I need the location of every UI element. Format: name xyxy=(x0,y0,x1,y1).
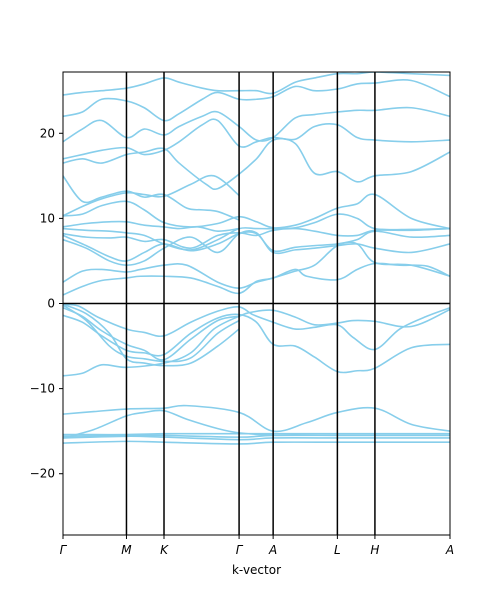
band-line-16 xyxy=(63,230,450,262)
y-tick-label: −10 xyxy=(30,382,55,396)
y-tick-label: 0 xyxy=(47,297,55,311)
x-tick-label: A xyxy=(268,543,277,557)
x-tick-label: Γ xyxy=(60,543,68,557)
band-line-1 xyxy=(63,440,450,445)
band-line-2 xyxy=(63,435,450,441)
band-line-3 xyxy=(63,434,450,438)
band-line-18 xyxy=(63,213,450,251)
band-line-12 xyxy=(63,303,240,367)
band-line-23 xyxy=(63,137,450,191)
band-line-27 xyxy=(63,72,450,96)
band-line-25 xyxy=(63,106,450,143)
band-line-14 xyxy=(63,241,450,289)
band-line-22 xyxy=(63,174,240,217)
y-tick-label: 20 xyxy=(40,126,55,140)
band-line-19 xyxy=(63,193,450,230)
y-axis-ticks: −20 −10 0 10 20 xyxy=(30,126,63,481)
band-line-17 xyxy=(63,227,450,249)
y-tick-label: −20 xyxy=(30,467,55,481)
band-line-10 xyxy=(63,307,240,361)
band-line-24 xyxy=(63,118,450,160)
x-tick-label: H xyxy=(370,543,379,557)
band-line-15 xyxy=(63,230,450,266)
y-tick-label: 10 xyxy=(40,211,55,225)
band-line-26 xyxy=(63,79,450,122)
x-tick-label: Γ xyxy=(236,543,244,557)
band-line-7 xyxy=(63,308,450,377)
band-line-5 xyxy=(63,404,450,433)
x-tick-label: M xyxy=(121,543,132,557)
band-line-21 xyxy=(63,175,240,221)
x-tick-label: L xyxy=(334,543,341,557)
x-tick-label: K xyxy=(160,543,169,557)
band-line-9 xyxy=(63,313,450,374)
band-line-11 xyxy=(63,304,240,363)
band-line-13 xyxy=(63,262,450,296)
x-tick-label: A xyxy=(445,543,454,557)
bands-layer xyxy=(63,72,450,445)
band-line-20 xyxy=(63,220,240,232)
x-axis-title: k-vector xyxy=(232,563,281,577)
